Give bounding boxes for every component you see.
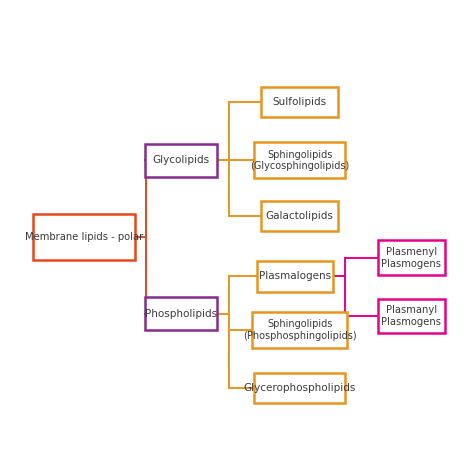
Text: Plasmanyl
Plasmogens: Plasmanyl Plasmogens — [381, 305, 441, 327]
Text: Plasmenyl
Plasmogens: Plasmenyl Plasmogens — [381, 247, 441, 269]
Text: Membrane lipids - polar: Membrane lipids - polar — [25, 232, 143, 242]
FancyBboxPatch shape — [255, 373, 345, 403]
FancyBboxPatch shape — [377, 240, 445, 275]
Text: Plasmalogens: Plasmalogens — [259, 272, 331, 282]
FancyBboxPatch shape — [257, 261, 333, 292]
FancyBboxPatch shape — [377, 299, 445, 333]
Text: Sulfolipids: Sulfolipids — [273, 97, 327, 107]
FancyBboxPatch shape — [33, 214, 135, 260]
FancyBboxPatch shape — [261, 87, 338, 118]
Text: Phospholipids: Phospholipids — [145, 309, 217, 319]
FancyBboxPatch shape — [255, 142, 345, 179]
FancyBboxPatch shape — [261, 201, 338, 231]
FancyBboxPatch shape — [145, 144, 217, 177]
Text: Glycerophospholipids: Glycerophospholipids — [244, 383, 356, 393]
Text: Galactolipids: Galactolipids — [266, 211, 334, 221]
FancyBboxPatch shape — [252, 312, 347, 348]
FancyBboxPatch shape — [145, 297, 217, 330]
Text: Sphingolipids
(Phosphosphingolipids): Sphingolipids (Phosphosphingolipids) — [243, 319, 356, 341]
Text: Glycolipids: Glycolipids — [153, 155, 210, 165]
Text: Sphingolipids
(Glycosphingolipids): Sphingolipids (Glycosphingolipids) — [250, 150, 349, 171]
